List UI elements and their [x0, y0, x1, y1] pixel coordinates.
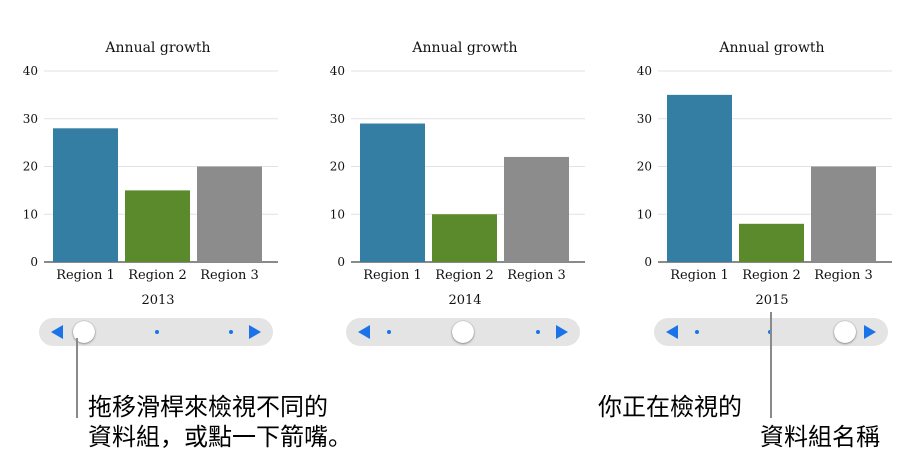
- x-tick-label: Region 3: [200, 268, 259, 283]
- bar-region-2: [432, 214, 497, 262]
- slider-knob[interactable]: [834, 321, 856, 343]
- y-tick-label: 40: [23, 64, 38, 78]
- x-tick-label: Region 3: [507, 268, 566, 283]
- y-tick-label: 30: [330, 112, 345, 126]
- bar-region-3: [811, 166, 876, 262]
- chart-3: Annual growth 0 10 20 30 40 Region 1 Region 2 Re…: [637, 40, 892, 308]
- bar-region-1: [360, 123, 425, 263]
- left-arrow-icon[interactable]: [51, 325, 63, 339]
- callout-dataset-line1: 你正在檢視的: [598, 393, 742, 421]
- slider-dot[interactable]: [155, 330, 159, 334]
- dataset-slider-1[interactable]: [39, 318, 273, 346]
- y-tick-label: 10: [637, 207, 652, 221]
- y-tick-label: 30: [23, 112, 38, 126]
- chart-2: Annual growth 0 10 20 30 40 Region 1 Region 2 Re…: [330, 40, 585, 308]
- y-tick-label: 40: [330, 64, 345, 78]
- y-tick-label: 0: [644, 255, 652, 269]
- callout-dataset-name: 你正在檢視的 資料組名稱: [598, 392, 880, 452]
- x-tick-label: Region 3: [814, 268, 873, 283]
- slider-dot[interactable]: [229, 330, 233, 334]
- y-tick-label: 40: [637, 64, 652, 78]
- y-tick-label: 20: [330, 160, 345, 174]
- dataset-name-label: 2014: [448, 293, 481, 308]
- x-tick-label: Region 2: [742, 268, 801, 283]
- x-tick-label: Region 1: [670, 268, 729, 283]
- slider-dot[interactable]: [387, 330, 391, 334]
- callout-slider-line1: 拖移滑桿來檢視不同的: [88, 393, 328, 421]
- y-tick-label: 20: [637, 160, 652, 174]
- bar-region-1: [667, 94, 732, 262]
- callout-slider-line2: 資料組，或點一下箭嘴。: [88, 423, 352, 451]
- right-arrow-icon[interactable]: [864, 325, 876, 339]
- left-arrow-icon[interactable]: [358, 325, 370, 339]
- slider-knob[interactable]: [73, 321, 95, 343]
- bar-region-3: [504, 156, 569, 262]
- left-arrow-icon[interactable]: [666, 325, 678, 339]
- callout-line-left: [76, 338, 78, 418]
- x-tick-label: Region 1: [56, 268, 115, 283]
- y-tick-label: 10: [23, 207, 38, 221]
- bar-region-3: [197, 166, 262, 262]
- bar-region-2: [739, 223, 804, 262]
- callout-slider-hint: 拖移滑桿來檢視不同的 資料組，或點一下箭嘴。: [88, 392, 352, 452]
- charts-area: Annual growth 0 10 20 30 40 Region 1 Region 2 Re…: [23, 40, 892, 308]
- callout-line-right: [770, 312, 772, 418]
- chart-title: Annual growth: [718, 40, 824, 56]
- chart-title: Annual growth: [411, 40, 517, 56]
- x-tick-label: Region 2: [128, 268, 187, 283]
- y-tick-label: 30: [637, 112, 652, 126]
- dataset-name-label: 2015: [755, 293, 788, 308]
- slider-dot[interactable]: [536, 330, 540, 334]
- slider-knob[interactable]: [452, 321, 474, 343]
- right-arrow-icon[interactable]: [556, 325, 568, 339]
- right-arrow-icon[interactable]: [249, 325, 261, 339]
- callout-dataset-line2: 資料組名稱: [760, 423, 880, 451]
- y-tick-label: 20: [23, 160, 38, 174]
- chart-1: Annual growth 0 10 20 30 40 Region 1 Region 2 Re…: [23, 40, 278, 308]
- slider-dot[interactable]: [695, 330, 699, 334]
- dataset-slider-2[interactable]: [346, 318, 580, 346]
- dataset-name-label: 2013: [141, 293, 174, 308]
- x-tick-label: Region 1: [363, 268, 422, 283]
- y-tick-label: 0: [30, 255, 38, 269]
- bar-region-2: [125, 190, 190, 262]
- y-tick-label: 10: [330, 207, 345, 221]
- bar-region-1: [53, 128, 118, 262]
- x-tick-label: Region 2: [435, 268, 494, 283]
- y-tick-label: 0: [337, 255, 345, 269]
- chart-title: Annual growth: [104, 40, 210, 56]
